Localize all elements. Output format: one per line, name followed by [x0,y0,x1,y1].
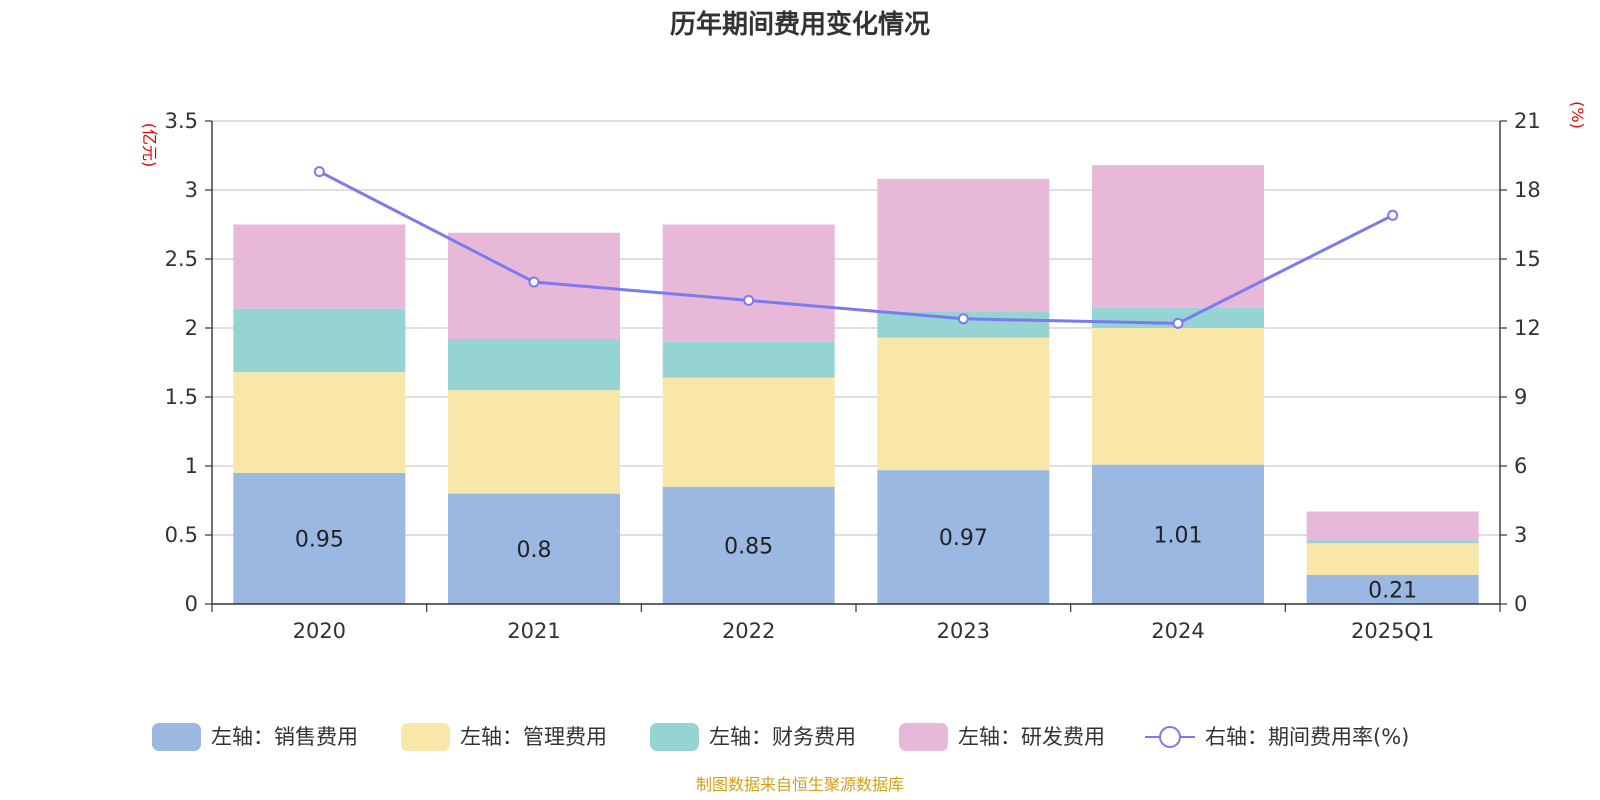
bar-2020-s3 [233,224,406,309]
bar-2023-s3 [877,178,1050,312]
rate-point-2021 [528,276,540,288]
right-axis-tick-label: 15 [1514,247,1541,271]
bar-value-label: 0.97 [939,526,988,551]
bar-2025Q1-s1 [1306,543,1479,576]
chart-title: 历年期间费用变化情况 [670,9,930,40]
rate-line [313,166,1399,329]
left-axis-tick-label: 3 [185,178,198,202]
bar-2025Q1-s2 [1306,540,1479,544]
right-axis-tick-label: 21 [1514,109,1541,133]
legend-swatch [152,723,201,751]
bars [233,165,1479,604]
right-axis-tick-label: 3 [1514,523,1527,547]
legend-label: 右轴：期间费用率(%) [1205,725,1409,749]
bar-2022-s0 [662,486,835,604]
right-axis-tick-label: 18 [1514,178,1541,202]
axes: 0 0 0.5 3 1 6 1.5 9 2 12 2.5 15 3 18 3.5 21 2020 2021 2022… [165,109,1541,643]
bar-2022-s3 [662,224,835,342]
rate-point-2022 [743,294,755,306]
bar-2025Q1-s3 [1306,511,1479,541]
data-labels: 0.95 0.8 0.85 0.97 1.01 0.21 [295,523,1417,603]
left-axis-tick-label: 0 [185,592,198,616]
legend-label: 左轴：财务费用 [709,725,856,749]
left-axis-tick-label: 1.5 [165,385,198,409]
bar-2020-s0 [233,472,406,604]
bar-2021-s0 [448,493,620,604]
rate-point-2025Q1 [1387,209,1399,221]
legend-label: 左轴：销售费用 [211,725,358,749]
bar-2023-s1 [877,337,1050,471]
right-axis-tick-label: 6 [1514,454,1527,478]
bar-2020-s1 [233,372,406,473]
legend: 左轴：销售费用 左轴：管理费用 左轴：财务费用 左轴：研发费用 右轴：期间费用率(%) [152,723,1409,751]
legend-label: 左轴：管理费用 [460,725,607,749]
left-axis-unit: (亿元) [140,123,159,168]
legend-swatch [401,723,450,751]
bar-2020-s2 [233,308,406,373]
legend-line-marker [1159,726,1181,748]
bar-2024-s1 [1092,328,1264,465]
bar-value-label: 0.95 [295,527,344,552]
x-axis-tick-label: 2022 [722,619,775,643]
x-axis-tick-label: 2024 [1151,619,1204,643]
x-axis-tick-label: 2023 [937,619,990,643]
bar-2021-s2 [448,339,620,391]
right-axis-tick-label: 0 [1514,592,1527,616]
x-axis-tick-label: 2025Q1 [1351,619,1434,643]
bar-2022-s1 [662,377,835,487]
right-axis-tick-label: 9 [1514,385,1527,409]
rate-line-path [318,170,1394,325]
left-axis-tick-label: 3.5 [165,109,198,133]
bar-2024-s0 [1092,464,1264,604]
rate-point-2020 [313,166,325,178]
bar-2022-s2 [662,341,835,378]
bar-value-label: 1.01 [1154,523,1203,548]
bar-2024-s3 [1092,165,1264,308]
legend-swatch [899,723,948,751]
legend-label: 左轴：研发费用 [958,725,1105,749]
rate-point-2023 [957,313,969,325]
bar-value-label: 0.21 [1368,579,1417,604]
bar-value-label: 0.8 [517,538,552,563]
bar-2023-s0 [877,470,1050,604]
grid-lines [212,120,1500,536]
bar-2025Q1-s0 [1306,575,1479,604]
left-axis-tick-label: 0.5 [165,523,198,547]
bar-value-label: 0.85 [724,534,773,559]
left-axis-tick-label: 1 [185,454,198,478]
right-axis-unit: (%) [1568,101,1587,129]
bar-2021-s1 [448,390,620,494]
left-axis-tick-label: 2 [185,316,198,340]
rate-point-2024 [1172,317,1184,329]
x-axis-tick-label: 2021 [507,619,560,643]
x-axis-tick-label: 2020 [293,619,346,643]
legend-swatch [650,723,699,751]
right-axis-tick-label: 12 [1514,316,1541,340]
left-axis-tick-label: 2.5 [165,247,198,271]
data-source: 制图数据来自恒生聚源数据库 [696,775,904,794]
